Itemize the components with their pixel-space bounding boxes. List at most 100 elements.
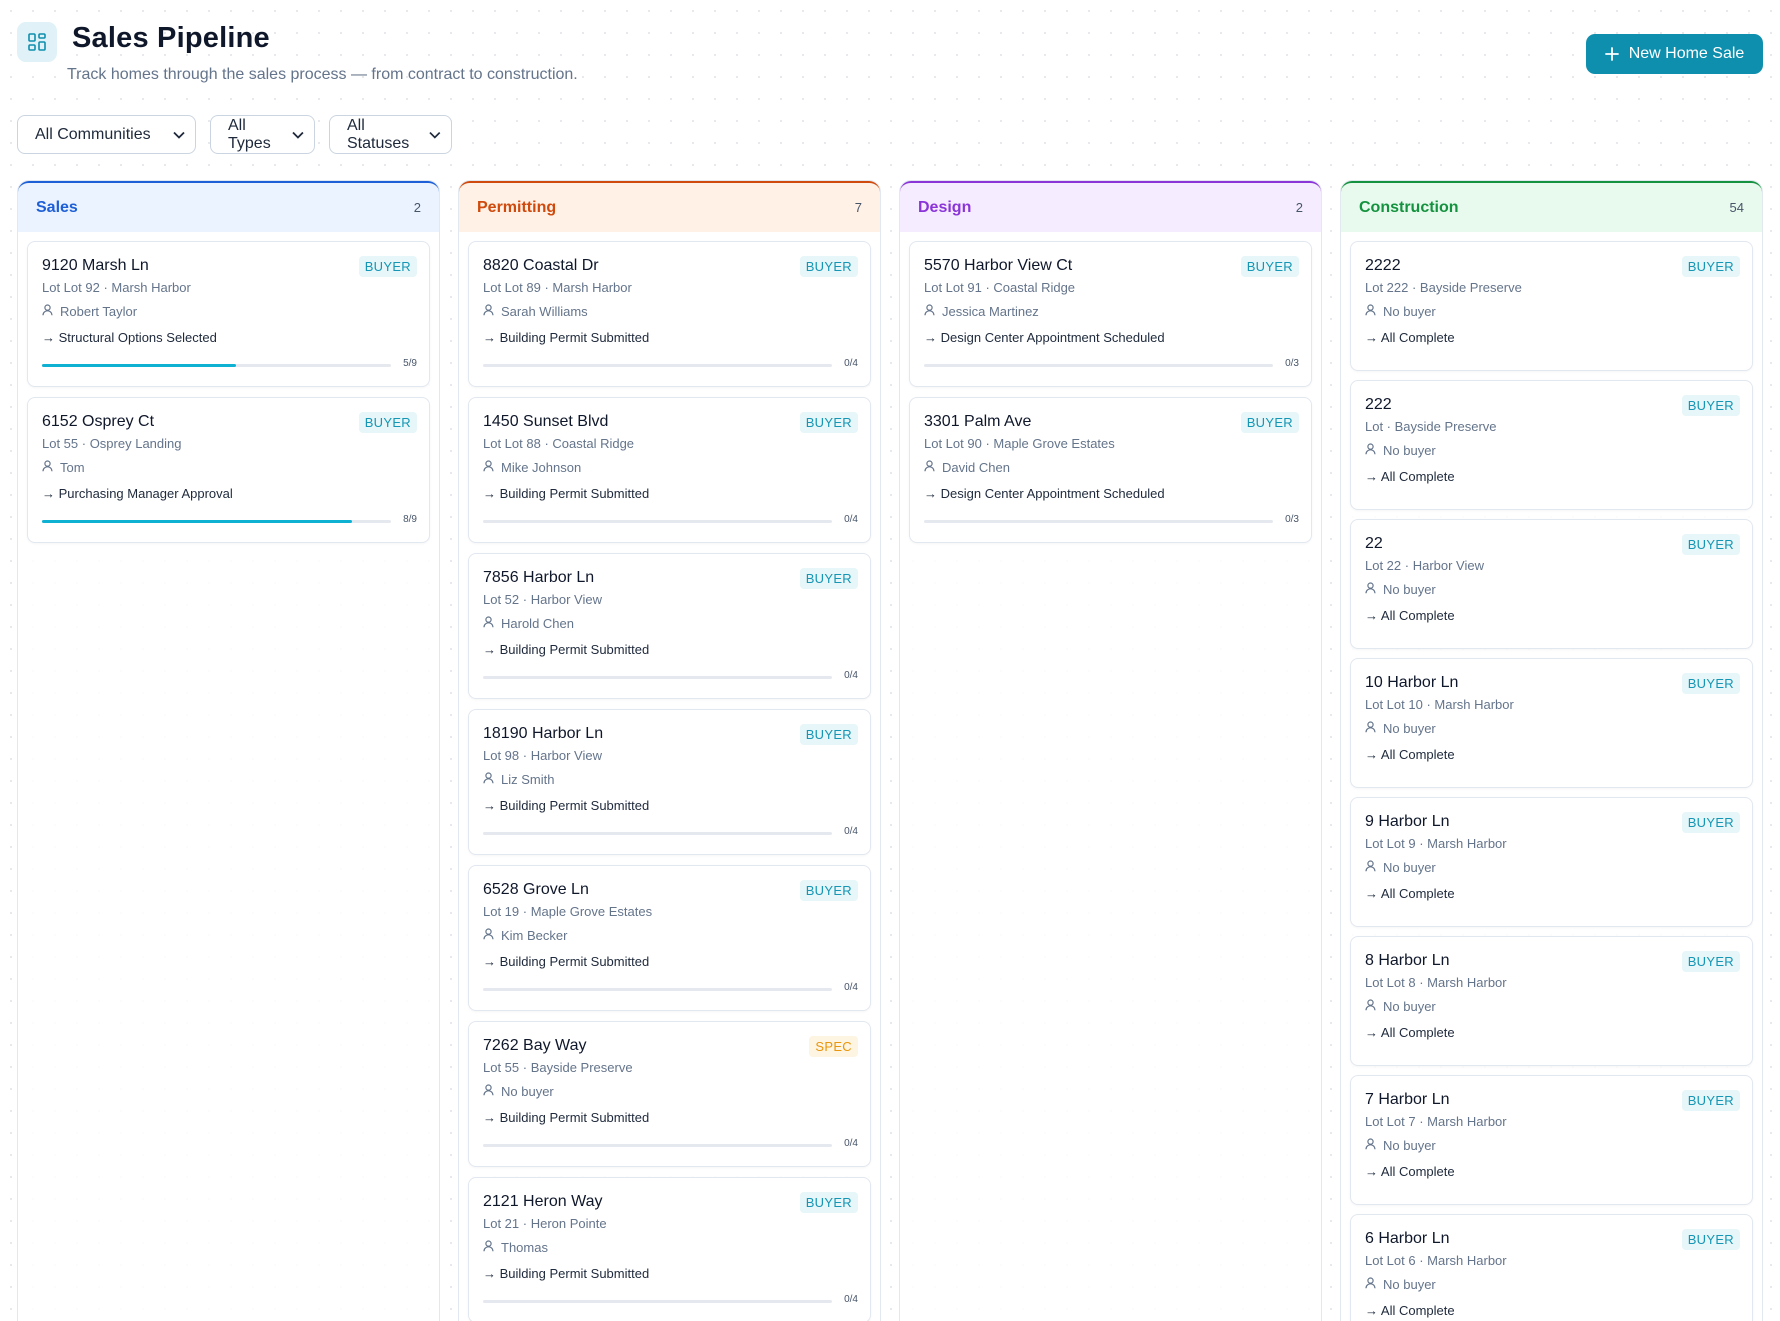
- lot-community: Lot 222 · Bayside Preserve: [1365, 280, 1522, 295]
- home-type-badge: BUYER: [1681, 951, 1740, 972]
- home-card[interactable]: 7262 Bay Way SPEC Lot 55 · Bayside Preserv…: [468, 1021, 871, 1167]
- home-type-badge: BUYER: [799, 256, 858, 277]
- progress-track: [483, 676, 832, 679]
- new-home-sale-label: New Home Sale: [1628, 45, 1745, 62]
- next-step: → Building Permit Submitted: [483, 1266, 650, 1281]
- buyer-row: No buyer: [1365, 999, 1436, 1014]
- column-construction: Construction 54 2222 BUYER Lot 222 · Bayside…: [1340, 180, 1763, 1321]
- lot-community: Lot Lot 89 · Marsh Harbor: [483, 280, 632, 295]
- progress-count: 0/4: [844, 1294, 858, 1305]
- home-card[interactable]: 1450 Sunset Blvd BUYER Lot Lot 88 · Coasta…: [468, 397, 871, 543]
- progress-count: 0/4: [844, 826, 858, 837]
- home-type-badge: BUYER: [799, 1192, 858, 1213]
- buyer-name: Thomas: [501, 1240, 548, 1255]
- home-type-badge: BUYER: [1681, 1229, 1740, 1250]
- chevron-down-icon: [429, 131, 441, 139]
- home-card[interactable]: 10 Harbor Ln BUYER Lot Lot 10 · Marsh Harb…: [1350, 658, 1753, 788]
- user-icon: [483, 928, 494, 943]
- home-card[interactable]: 7856 Harbor Ln BUYER Lot 52 · Harbor View H…: [468, 553, 871, 699]
- buyer-row: No buyer: [483, 1084, 554, 1099]
- type-filter-value: All Types: [228, 116, 271, 152]
- home-address: 6 Harbor Ln: [1365, 1230, 1450, 1247]
- home-type-badge: BUYER: [1681, 673, 1740, 694]
- status-filter-select[interactable]: All Statuses: [329, 115, 452, 154]
- home-address: 3301 Palm Ave: [924, 413, 1032, 430]
- chevron-down-icon: [173, 131, 185, 139]
- next-step: → All Complete: [1365, 886, 1455, 901]
- buyer-name: No buyer: [1383, 582, 1436, 597]
- column-header: Construction 54: [1341, 181, 1762, 232]
- lot-community: Lot 22 · Harbor View: [1365, 558, 1484, 573]
- user-icon: [483, 304, 494, 319]
- buyer-name: Robert Taylor: [60, 304, 138, 319]
- home-card[interactable]: 7 Harbor Ln BUYER Lot Lot 7 · Marsh Harbor…: [1350, 1075, 1753, 1205]
- lot-community: Lot 98 · Harbor View: [483, 748, 602, 763]
- home-card[interactable]: 6 Harbor Ln BUYER Lot Lot 6 · Marsh Harbor…: [1350, 1214, 1753, 1321]
- lot-community: Lot Lot 91 · Coastal Ridge: [924, 280, 1076, 295]
- column-title: Design: [918, 198, 972, 216]
- home-address: 1450 Sunset Blvd: [483, 413, 609, 430]
- next-step: → Building Permit Submitted: [483, 486, 650, 501]
- buyer-name: Tom: [60, 460, 85, 475]
- kanban-grid-icon: [17, 22, 57, 62]
- next-step: → Design Center Appointment Scheduled: [924, 330, 1165, 345]
- buyer-row: Robert Taylor: [42, 304, 137, 319]
- lot-community: Lot 52 · Harbor View: [483, 592, 602, 607]
- home-card[interactable]: 9 Harbor Ln BUYER Lot Lot 9 · Marsh Harbor…: [1350, 797, 1753, 927]
- lot-community: Lot Lot 10 · Marsh Harbor: [1365, 697, 1514, 712]
- column-header: Design 2: [900, 181, 1321, 232]
- progress-count: 0/4: [844, 1138, 858, 1149]
- user-icon: [1365, 304, 1376, 319]
- home-card[interactable]: 3301 Palm Ave BUYER Lot Lot 90 · Maple Gro…: [909, 397, 1312, 543]
- pipeline-board: Sales 2 9120 Marsh Ln BUYER Lot Lot 92 · Mar…: [17, 180, 1763, 1321]
- home-card[interactable]: 2121 Heron Way BUYER Lot 21 · Heron Pointe…: [468, 1177, 871, 1321]
- home-address: 7 Harbor Ln: [1365, 1091, 1450, 1108]
- progress-track: [42, 364, 391, 367]
- home-address: 222: [1365, 396, 1392, 413]
- buyer-row: Jessica Martinez: [924, 304, 1039, 319]
- home-type-badge: BUYER: [799, 412, 858, 433]
- community-filter-select[interactable]: All Communities: [17, 115, 196, 154]
- progress-count: 0/3: [1285, 358, 1299, 369]
- buyer-row: David Chen: [924, 460, 1010, 475]
- home-type-badge: BUYER: [1681, 395, 1740, 416]
- type-filter-select[interactable]: All Types: [210, 115, 315, 154]
- home-card[interactable]: 8 Harbor Ln BUYER Lot Lot 8 · Marsh Harbor…: [1350, 936, 1753, 1066]
- lot-community: Lot Lot 7 · Marsh Harbor: [1365, 1114, 1507, 1129]
- lot-community: Lot 55 · Bayside Preserve: [483, 1060, 633, 1075]
- user-icon: [1365, 999, 1376, 1014]
- home-card[interactable]: 222 BUYER Lot · Bayside Preserve No buyer → …: [1350, 380, 1753, 510]
- home-card[interactable]: 6528 Grove Ln BUYER Lot 19 · Maple Grove E…: [468, 865, 871, 1011]
- user-icon: [1365, 1277, 1376, 1292]
- next-step: → Building Permit Submitted: [483, 1110, 650, 1125]
- user-icon: [483, 1084, 494, 1099]
- home-card[interactable]: 2222 BUYER Lot 222 · Bayside Preserve No bu…: [1350, 241, 1753, 371]
- user-icon: [1365, 582, 1376, 597]
- user-icon: [42, 304, 53, 319]
- home-card[interactable]: 6152 Osprey Ct BUYER Lot 55 · Osprey Landi…: [27, 397, 430, 543]
- column-title: Permitting: [477, 198, 557, 216]
- home-card[interactable]: 18190 Harbor Ln BUYER Lot 98 · Harbor View…: [468, 709, 871, 855]
- home-card[interactable]: 9120 Marsh Ln BUYER Lot Lot 92 · Marsh Har…: [27, 241, 430, 387]
- new-home-sale-button[interactable]: New Home Sale: [1586, 34, 1763, 74]
- column-count: 2: [1295, 200, 1303, 215]
- home-address: 8 Harbor Ln: [1365, 952, 1450, 969]
- lot-community: Lot Lot 6 · Marsh Harbor: [1365, 1253, 1507, 1268]
- home-card[interactable]: 5570 Harbor View Ct BUYER Lot Lot 91 · Coa…: [909, 241, 1312, 387]
- column-permitting: Permitting 7 8820 Coastal Dr BUYER Lot Lot 8…: [458, 180, 881, 1321]
- home-type-badge: BUYER: [1240, 412, 1299, 433]
- next-step: → All Complete: [1365, 608, 1455, 623]
- next-step: → All Complete: [1365, 469, 1455, 484]
- progress-track: [42, 520, 391, 523]
- progress-track: [483, 1300, 832, 1303]
- next-step: → All Complete: [1365, 330, 1455, 345]
- buyer-row: No buyer: [1365, 304, 1436, 319]
- home-type-badge: BUYER: [1240, 256, 1299, 277]
- column-sales: Sales 2 9120 Marsh Ln BUYER Lot Lot 92 · Mar…: [17, 180, 440, 1321]
- progress-count: 0/4: [844, 982, 858, 993]
- home-card[interactable]: 8820 Coastal Dr BUYER Lot Lot 89 · Marsh H…: [468, 241, 871, 387]
- home-card[interactable]: 22 BUYER Lot 22 · Harbor View No buyer → All…: [1350, 519, 1753, 649]
- column-title: Construction: [1359, 198, 1459, 216]
- home-type-badge: BUYER: [358, 412, 417, 433]
- home-address: 9 Harbor Ln: [1365, 813, 1450, 830]
